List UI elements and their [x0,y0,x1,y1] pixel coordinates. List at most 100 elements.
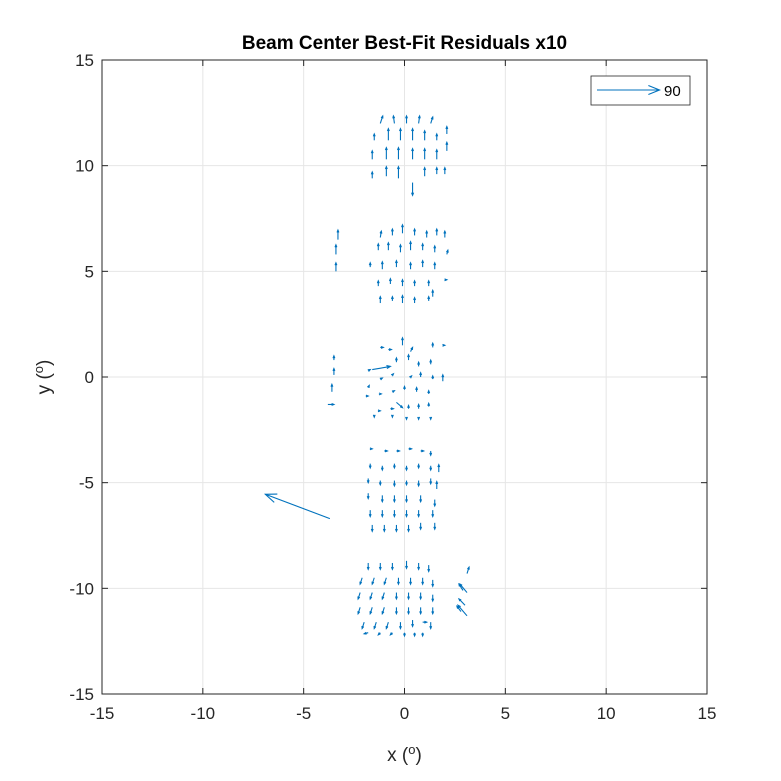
vector-arrow [429,622,433,630]
vector-arrow [384,165,388,177]
y-axis-label: y (o) [31,360,55,395]
vector-arrow [429,416,433,421]
vector-arrow [390,227,394,236]
vector-arrow [370,170,374,179]
vector-arrow [368,261,372,268]
vector-arrow [411,127,415,141]
x-tick-label: 15 [698,704,717,723]
vector-arrow [362,631,369,635]
vector-arrow [433,261,437,270]
vector-arrow [369,607,373,616]
x-tick-label: 0 [400,704,409,723]
vector-arrow [401,336,404,346]
vector-arrow [334,243,338,255]
vector-arrow [427,295,431,301]
vector-arrow [369,592,373,601]
vector-arrow [359,577,363,586]
vector-arrow [367,368,372,372]
vector-arrow [433,499,437,508]
vector-arrow [441,373,445,382]
vector-arrow [263,493,331,520]
vector-arrow [421,242,425,251]
vector-arrow [379,377,384,381]
vector-arrow [405,416,408,421]
vector-arrow [382,524,386,533]
vector-arrow [459,582,468,593]
vector-arrow [430,115,434,124]
vector-arrow [417,360,421,367]
chart-title: Beam Center Best-Fit Residuals x10 [242,33,567,54]
vector-arrow [405,114,408,124]
vector-arrow [394,259,398,268]
vector-arrow [384,146,388,160]
vector-arrow [399,622,402,630]
vector-arrow [392,463,396,470]
vector-arrow [380,260,384,270]
vector-arrow [392,480,396,488]
vector-arrow [403,632,406,638]
vector-arrow [457,597,466,606]
vector-arrow [401,223,404,234]
vector-arrow [379,229,383,238]
vector-arrow [413,632,417,638]
vector-arrow [407,404,410,409]
vector-arrow [445,248,449,255]
vector-arrow [390,372,395,377]
vector-arrow [405,465,408,472]
vector-arrow [405,495,408,504]
vector-arrow [332,367,336,375]
vector-arrow [376,242,380,251]
vector-arrow [383,577,387,586]
y-tick-label: 0 [85,368,94,387]
vector-arrow [411,620,415,628]
legend-arrow [597,85,661,95]
y-tick-label: 10 [75,157,94,176]
vector-arrow [408,447,414,451]
legend-arrow-mark [597,85,661,95]
vector-arrow [435,132,439,141]
vector-arrow [443,229,447,238]
vector-arrow [378,392,383,396]
vector-arrow [445,140,449,151]
vector-arrow [371,577,375,586]
vector-arrow [429,358,433,365]
vector-arrow [431,510,435,518]
vector-arrow [386,241,390,251]
vector-arrow [437,463,441,473]
vector-arrow [427,389,431,394]
vector-arrow [401,294,404,304]
vector-arrow [407,353,410,361]
vector-arrow [330,382,334,392]
vector-arrow [411,182,415,197]
vector-arrow [396,449,401,453]
vector-arrow [372,132,376,141]
vector-arrow [409,240,412,251]
vector-arrow [420,449,426,453]
vector-arrow [380,510,384,518]
vector-arrow [417,402,421,409]
vector-arrow [431,374,435,380]
vector-arrow [390,295,394,301]
x-tick-label: -10 [191,704,216,723]
vector-arrow [388,348,393,351]
vector-arrow [378,295,382,304]
vector-arrow [417,114,421,124]
vector-arrow [419,371,423,377]
vector-field [263,114,470,638]
vector-arrow [421,259,425,268]
vector-arrow [332,354,336,361]
vector-arrow [379,114,384,124]
x-axis-label: x (o) [387,742,422,766]
vector-arrow [381,592,385,601]
vector-arrow [419,522,423,531]
vector-arrow [334,261,338,272]
vector-arrow [433,244,437,253]
vector-arrow [396,165,400,179]
vector-arrow [407,524,410,533]
vector-arrow [357,607,361,616]
vector-arrow [394,356,398,363]
vector-arrow [396,401,404,409]
vector-arrow [399,243,402,253]
vector-arrow [407,592,410,601]
vector-arrow [435,480,439,490]
